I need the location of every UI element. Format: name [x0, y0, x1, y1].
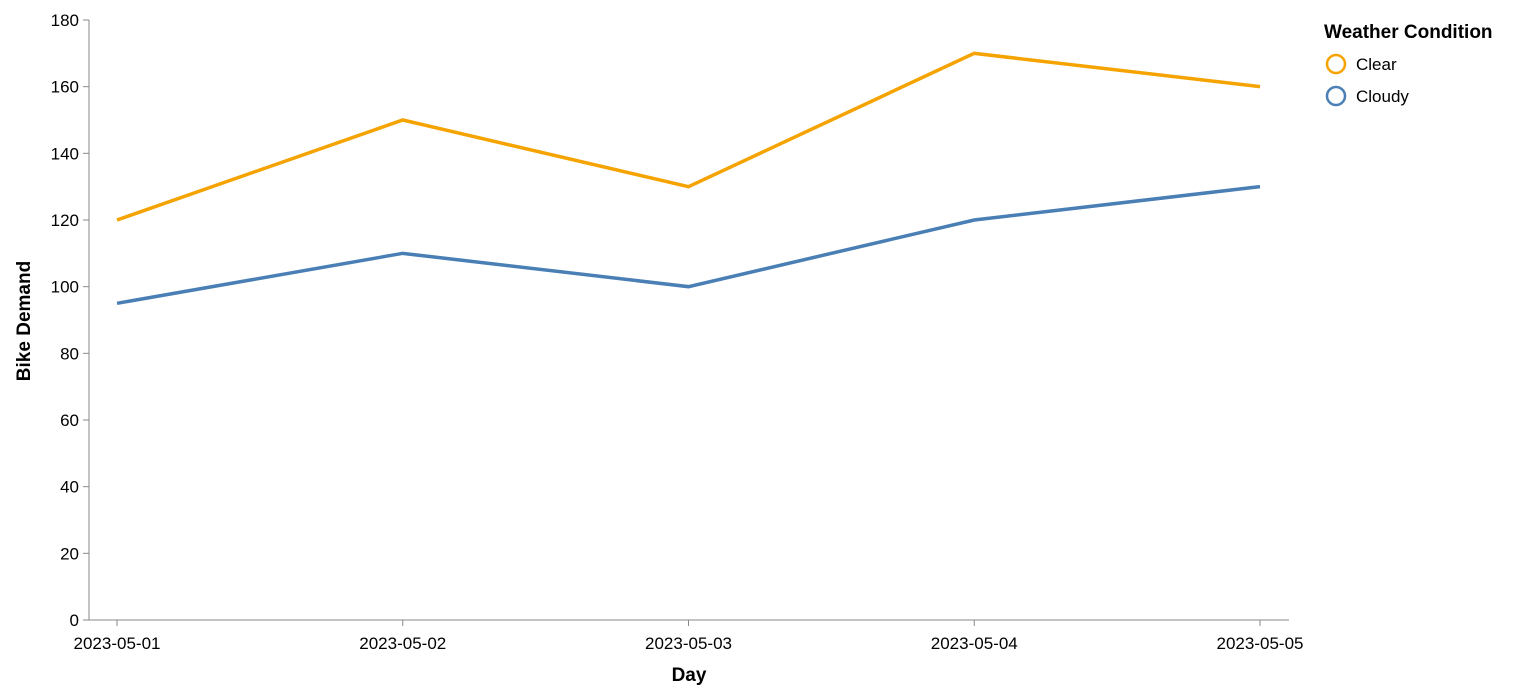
- y-tick-label: 160: [51, 78, 79, 97]
- y-axis-title: Bike Demand: [14, 261, 35, 381]
- y-tick-label: 80: [60, 344, 79, 363]
- y-tick-label: 180: [51, 11, 79, 30]
- legend: Weather Condition Clear Cloudy: [1324, 22, 1493, 107]
- y-tick-label: 120: [51, 211, 79, 230]
- y-tick-label: 20: [60, 544, 79, 563]
- x-tick-label: 2023-05-02: [359, 634, 446, 653]
- x-tick-label: 2023-05-04: [931, 634, 1018, 653]
- y-tick-label: 40: [60, 478, 79, 497]
- series-line-cloudy: [116, 184, 1261, 306]
- series-line-clear: [116, 51, 1261, 222]
- y-tick-label: 140: [51, 144, 79, 163]
- legend-symbol-clear: [1325, 53, 1347, 75]
- x-tick-label: 2023-05-03: [645, 634, 732, 653]
- x-axis-title: Day: [672, 665, 707, 686]
- x-tick-label: 2023-05-01: [74, 634, 161, 653]
- y-axis: 0 20 40 60 80 100 120 140 160 180: [51, 11, 90, 630]
- legend-label-clear: Clear: [1356, 55, 1397, 74]
- y-tick-label: 0: [70, 611, 79, 630]
- y-tick-label: 100: [51, 278, 79, 297]
- legend-title: Weather Condition: [1324, 22, 1493, 43]
- x-axis: 2023-05-01 2023-05-02 2023-05-03 2023-05-04…: [74, 619, 1304, 653]
- series-layer: [116, 51, 1261, 306]
- x-tick-label: 2023-05-05: [1217, 634, 1304, 653]
- legend-label-cloudy: Cloudy: [1356, 87, 1409, 106]
- y-tick-label: 60: [60, 411, 79, 430]
- legend-symbol-cloudy: [1325, 85, 1347, 107]
